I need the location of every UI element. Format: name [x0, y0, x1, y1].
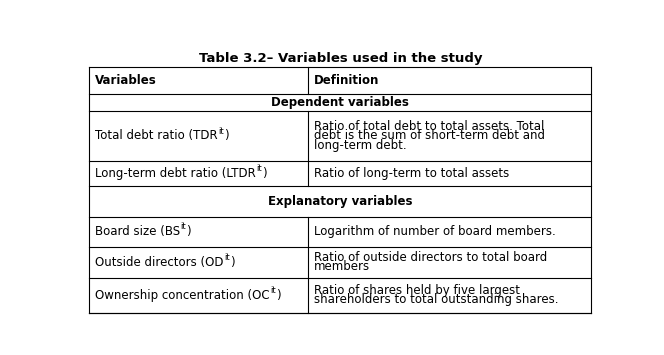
Text: Logarithm of number of board members.: Logarithm of number of board members. [314, 225, 556, 238]
Text: shareholders to total outstanding shares.: shareholders to total outstanding shares… [314, 293, 558, 306]
Text: Ratio of shares held by five largest: Ratio of shares held by five largest [314, 284, 520, 297]
Text: Explanatory variables: Explanatory variables [268, 195, 412, 208]
Text: it: it [218, 127, 224, 136]
Text: Dependent variables: Dependent variables [272, 96, 409, 109]
Text: Ratio of outside directors to total board: Ratio of outside directors to total boar… [314, 251, 547, 264]
Text: Table 3.2– Variables used in the study: Table 3.2– Variables used in the study [199, 52, 482, 65]
Text: ): ) [276, 289, 280, 302]
Text: members: members [314, 260, 370, 273]
Text: Long-term debt ratio (LTDR: Long-term debt ratio (LTDR [96, 167, 256, 180]
Text: Ratio of total debt to total assets. Total: Ratio of total debt to total assets. Tot… [314, 120, 544, 133]
Text: Variables: Variables [96, 74, 157, 87]
Text: Outside directors (OD: Outside directors (OD [96, 256, 224, 269]
Text: debt is the sum of short-term debt and: debt is the sum of short-term debt and [314, 130, 545, 142]
Text: it: it [256, 164, 262, 173]
Text: it: it [181, 223, 186, 231]
Text: Ratio of long-term to total assets: Ratio of long-term to total assets [314, 167, 509, 180]
Text: it: it [270, 286, 276, 295]
Text: Definition: Definition [314, 74, 379, 87]
Text: it: it [224, 253, 230, 262]
Text: ): ) [186, 225, 191, 238]
Text: Ownership concentration (OC: Ownership concentration (OC [96, 289, 270, 302]
Text: Board size (BS: Board size (BS [96, 225, 181, 238]
Text: ): ) [230, 256, 234, 269]
Text: ): ) [262, 167, 266, 180]
Text: ): ) [224, 130, 228, 142]
Text: long-term debt.: long-term debt. [314, 138, 406, 152]
Text: Total debt ratio (TDR: Total debt ratio (TDR [96, 130, 218, 142]
